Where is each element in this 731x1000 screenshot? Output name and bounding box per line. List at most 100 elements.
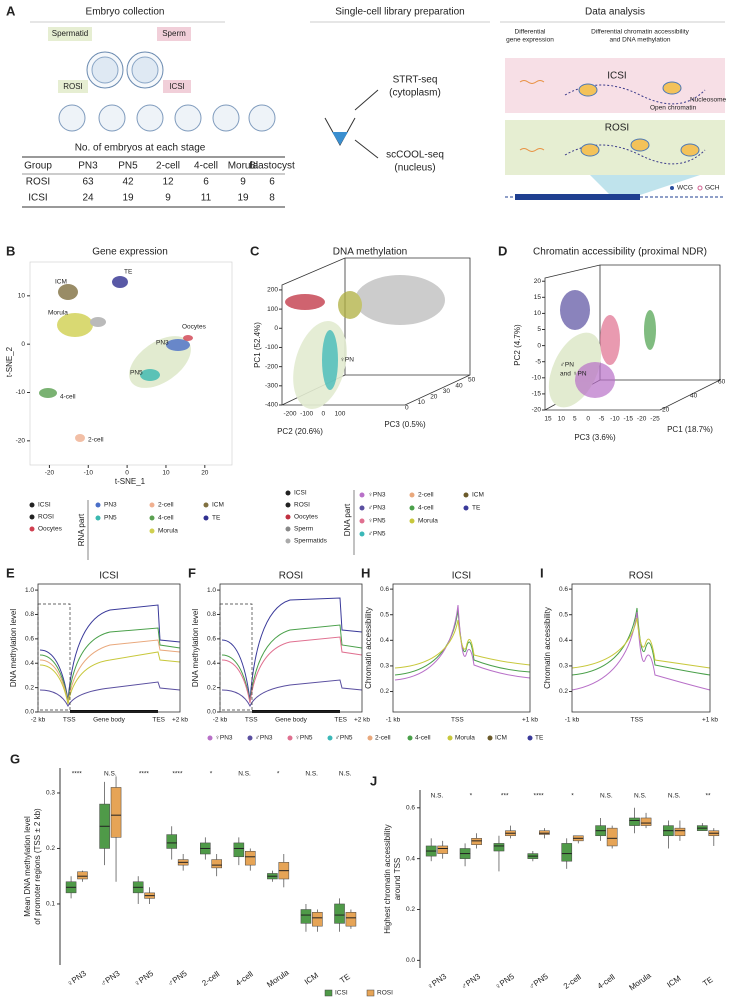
y-tick-label: 5 xyxy=(537,326,541,333)
label-box xyxy=(157,27,191,41)
y-tick-label: 200 xyxy=(267,287,278,294)
x-tick-label: ♂PN5 xyxy=(166,968,189,988)
x-tick-label: +2 kb xyxy=(172,717,188,724)
x-tick-label: TE xyxy=(701,975,715,988)
z-tick-label: 20 xyxy=(662,407,670,414)
clusters xyxy=(560,290,656,398)
panel-title: ROSI xyxy=(629,571,653,582)
embryo-row xyxy=(58,104,276,132)
x-tick-label: Morula xyxy=(265,968,291,990)
x-tick-label: -15 xyxy=(624,416,634,423)
y-tick-label: 0.2 xyxy=(46,845,55,852)
panel-title: ICSI xyxy=(99,571,118,582)
axis-label: Chromatin accessibility xyxy=(364,607,373,689)
y-tick-label: -15 xyxy=(532,391,542,398)
y-tick-label: 0.8 xyxy=(25,611,34,618)
legend-label: 4-cell xyxy=(415,735,431,742)
legend-swatch xyxy=(409,492,415,498)
y-tick-label: 1.0 xyxy=(25,587,34,594)
y-tick-label: 0.4 xyxy=(559,637,568,644)
axis-label: PC1 (52.4%) xyxy=(253,322,262,368)
legend-label: ♀PN5 xyxy=(368,518,386,525)
legend-swatch xyxy=(247,735,253,741)
section-title: Embryo collection xyxy=(86,7,165,18)
axis-label: t-SNE_2 xyxy=(5,346,14,377)
panel-letter: F xyxy=(188,565,196,580)
clusters xyxy=(39,276,193,442)
legend-swatch xyxy=(359,505,365,511)
y-tick-label: -300 xyxy=(265,383,278,390)
significance: * xyxy=(210,771,213,778)
label: and DNA methylation xyxy=(609,37,670,44)
cluster-label: Morula xyxy=(48,310,68,317)
zoom-box xyxy=(219,603,253,711)
x-tick-label: 15 xyxy=(544,416,552,423)
label: Differential xyxy=(515,29,547,36)
panel-title: DNA methylation xyxy=(333,247,407,258)
box xyxy=(334,903,345,924)
legend-swatch xyxy=(287,735,293,741)
x-tick-label: ♂PN3 xyxy=(99,968,122,988)
legend-label: Morula xyxy=(418,518,438,525)
y-tick-label: 0 xyxy=(21,341,25,348)
y-tick-label: -20 xyxy=(16,438,26,445)
z-tick-label: 60 xyxy=(718,379,726,386)
panel-title: ICSI xyxy=(452,571,471,582)
x-tick-label: -25 xyxy=(650,416,660,423)
table-header: PN5 xyxy=(118,161,138,172)
box xyxy=(211,859,222,869)
legend-swatch xyxy=(409,518,415,524)
label: GCH xyxy=(705,185,720,192)
legend-label: ROSI xyxy=(294,502,310,509)
box xyxy=(312,912,323,927)
legend-label: TE xyxy=(535,735,544,742)
significance: N.S. xyxy=(600,793,613,800)
table-header: Group xyxy=(24,161,52,172)
label: ICSI xyxy=(607,71,626,82)
box xyxy=(493,843,505,852)
box-legend: ICSI ROSI xyxy=(324,990,393,997)
y-tick-label: 0 xyxy=(537,342,541,349)
x-tick-label: ♂PN3 xyxy=(459,971,482,991)
label: STRT-seq xyxy=(393,75,438,86)
significance: N.S. xyxy=(339,771,352,778)
y-tick-label: 0.0 xyxy=(25,709,34,716)
axis-label: Highest chromatin accessibility xyxy=(383,824,392,933)
box xyxy=(244,850,256,866)
panel-title: Chromatin accessibility (proximal NDR) xyxy=(533,247,707,258)
clusters xyxy=(285,275,445,390)
significance: N.S. xyxy=(104,771,117,778)
y-tick-label: 0.3 xyxy=(380,663,389,670)
x-tick-label: +2 kb xyxy=(354,717,370,724)
x-tick-label: Gene body xyxy=(93,717,126,724)
axis-label: DNA methylation level xyxy=(191,609,200,687)
y-tick-label: 0.4 xyxy=(406,855,415,862)
table-header: Blastocyst xyxy=(249,161,295,172)
y-tick-label: 10 xyxy=(18,293,26,300)
significance: * xyxy=(470,793,473,800)
y-tick-label: 0.0 xyxy=(406,957,415,964)
x-tick-label: 10 xyxy=(558,416,566,423)
legend-label: ICM xyxy=(495,735,507,742)
legend-label: Morula xyxy=(455,735,475,742)
y-tick-label: 1.0 xyxy=(207,587,216,594)
arrow xyxy=(354,139,379,159)
cluster-label: TE xyxy=(124,269,133,276)
label: Open chromatin xyxy=(650,105,697,112)
z-tick-label: 0 xyxy=(405,405,409,412)
legend-label: Morula xyxy=(158,528,178,535)
x-tick-label: -5 xyxy=(599,416,605,423)
legend-swatch xyxy=(285,490,291,496)
plot-frame xyxy=(37,583,181,713)
significance: N.S. xyxy=(431,793,444,800)
x-tick-label: 2-cell xyxy=(562,972,583,990)
legend-swatch xyxy=(207,735,213,741)
legend-swatch xyxy=(409,505,415,511)
x-tick-label: TE xyxy=(338,972,352,985)
y-tick-label: -400 xyxy=(265,402,278,409)
legend-swatch xyxy=(149,528,155,534)
legend-swatch xyxy=(487,735,493,741)
annotation: ♀PN xyxy=(340,357,354,364)
label: ROSI xyxy=(605,123,629,134)
legend-label: ♀PN3 xyxy=(368,492,386,499)
